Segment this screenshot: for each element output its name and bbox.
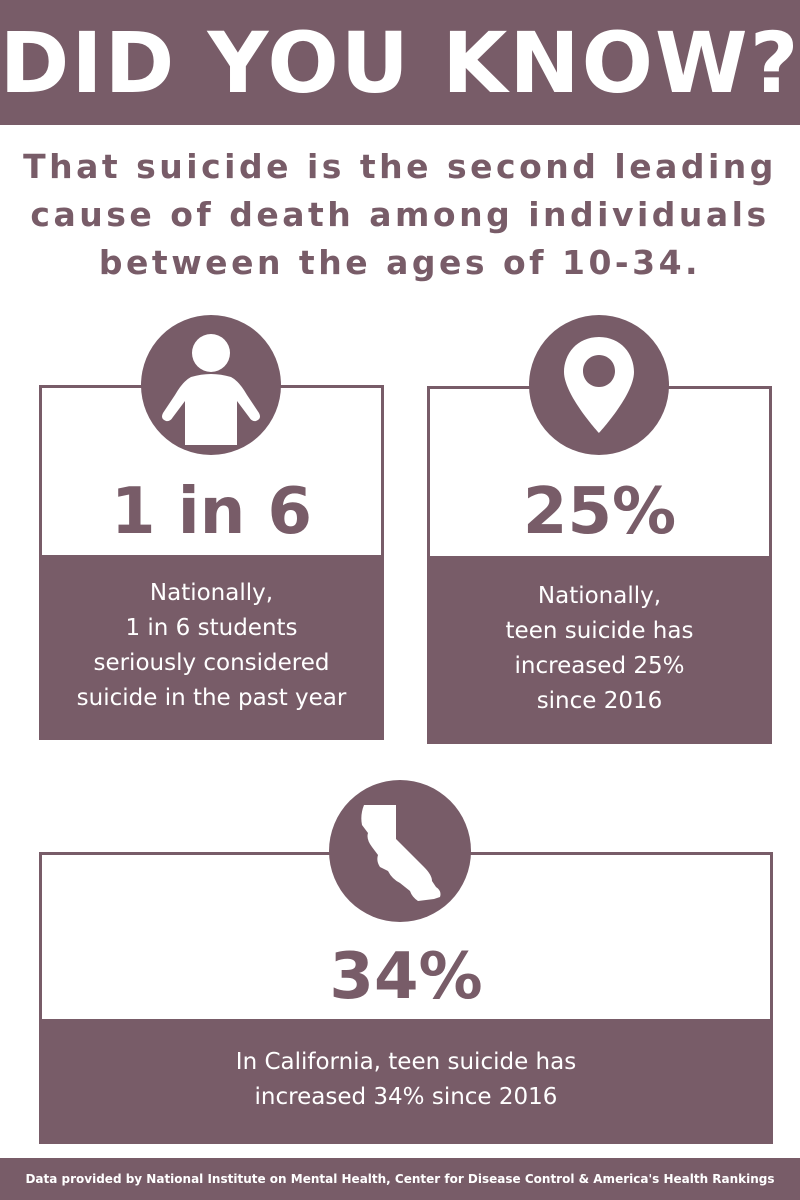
- subtitle: That suicide is the second leading cause…: [23, 147, 777, 282]
- person-icon-badge: [141, 315, 281, 455]
- source-text: Data provided by National Institute on M…: [25, 1172, 775, 1186]
- footer-source: Data provided by National Institute on M…: [0, 1158, 800, 1200]
- header-banner: DID YOU KNOW?: [0, 0, 800, 125]
- stat-card-california: 34% In California, teen suicide has incr…: [39, 852, 773, 1144]
- stat-description: Nationally, teen suicide has increased 2…: [430, 556, 769, 741]
- stat-value: 1 in 6: [110, 475, 313, 549]
- stat-value: 34%: [329, 940, 483, 1014]
- california-map-icon-badge: [329, 780, 471, 922]
- stat-value: 25%: [522, 475, 677, 549]
- location-pin-icon: [564, 337, 634, 433]
- california-map-icon: [361, 805, 441, 901]
- stat-description: In California, teen suicide has increase…: [42, 1019, 770, 1141]
- person-icon: [162, 334, 260, 445]
- page-title: DID YOU KNOW?: [0, 13, 800, 112]
- location-pin-icon-badge: [529, 315, 669, 455]
- stat-description: Nationally, 1 in 6 students seriously co…: [42, 555, 381, 737]
